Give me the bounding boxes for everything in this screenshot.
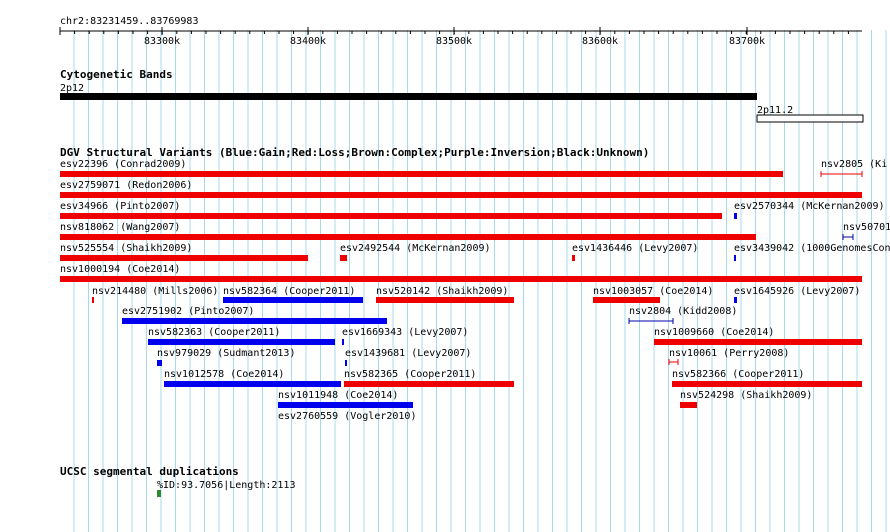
dgv-label-esv3439042: esv3439042 (1000GenomesCon [734, 243, 890, 254]
ruler-tick-label: 83600k [582, 36, 618, 47]
track-title-segdups: UCSC segmental duplications [60, 465, 239, 478]
dgv-variant-esv1645926[interactable] [734, 297, 737, 303]
dgv-variant-nsv1003057[interactable] [593, 297, 660, 303]
dgv-label-nsv524298: nsv524298 (Shaikh2009) [680, 390, 812, 401]
dgv-label-nsv582364: nsv582364 (Cooper2011) [223, 286, 355, 297]
dgv-label-nsv582366: nsv582366 (Cooper2011) [672, 369, 804, 380]
dgv-label-nsv525554: nsv525554 (Shaikh2009) [60, 243, 192, 254]
track-title-cytoband: Cytogenetic Bands [60, 68, 173, 81]
dgv-variant-nsv525554[interactable] [60, 255, 308, 261]
dgv-label-nsv1000194: nsv1000194 (Coe2014) [60, 264, 180, 275]
dgv-variant-nsv582365[interactable] [344, 381, 514, 387]
dgv-label-nsv2804: nsv2804 (Kidd2008) [629, 306, 737, 317]
dgv-label-esv2492544: esv2492544 (McKernan2009) [340, 243, 491, 254]
dgv-variant-nsv818062[interactable] [60, 234, 756, 240]
dgv-label-esv1669343: esv1669343 (Levy2007) [342, 327, 468, 338]
dgv-label-nsv818062: nsv818062 (Wang2007) [60, 222, 180, 233]
dgv-label-esv1439681: esv1439681 (Levy2007) [345, 348, 471, 359]
dgv-label-esv1436446: esv1436446 (Levy2007) [572, 243, 698, 254]
dgv-variant-esv1439681[interactable] [345, 360, 347, 366]
dgv-variant-esv2759071[interactable] [60, 192, 862, 198]
dgv-variant-nsv520142[interactable] [376, 297, 514, 303]
dgv-variant-nsv214480[interactable] [92, 297, 94, 303]
dgv-label-nsv1011948: nsv1011948 (Coe2014) [278, 390, 398, 401]
dgv-variant-esv2751902[interactable] [122, 318, 387, 324]
dgv-label-esv2751902: esv2751902 (Pinto2007) [122, 306, 254, 317]
dgv-variant-nsv1012578[interactable] [164, 381, 341, 387]
ruler-region-label: chr2:83231459..83769983 [60, 16, 198, 27]
ruler-tick-label: 83500k [436, 36, 472, 47]
cytoband-2p11-2[interactable] [756, 114, 864, 123]
dgv-label-esv2760559: esv2760559 (Vogler2010) [278, 411, 416, 422]
dgv-variant-nsv582363[interactable] [148, 339, 335, 345]
dgv-variant-esv2492544[interactable] [340, 255, 347, 261]
dgv-label-nsv1012578: nsv1012578 (Coe2014) [164, 369, 284, 380]
segdup-feature[interactable] [157, 490, 161, 497]
dgv-variant-esv22396[interactable] [60, 171, 783, 177]
dgv-variant-esv3439042[interactable] [734, 255, 736, 261]
dgv-label-esv2759071: esv2759071 (Redon2006) [60, 180, 192, 191]
dgv-label-nsv1003057: nsv1003057 (Coe2014) [593, 286, 713, 297]
cytoband-label: 2p12 [60, 83, 84, 94]
cytoband-label: 2p11.2 [757, 105, 793, 116]
dgv-label-nsv214480: nsv214480 (Mills2006) [92, 286, 218, 297]
dgv-variant-nsv582364[interactable] [223, 297, 363, 303]
dgv-variant-esv2570344[interactable] [734, 213, 737, 219]
track-title-dgv: DGV Structural Variants (Blue:Gain;Red:L… [60, 146, 649, 159]
ruler-tick-label: 83300k [144, 36, 180, 47]
dgv-variant-nsv979029[interactable] [157, 360, 162, 366]
dgv-label-nsv582363: nsv582363 (Cooper2011) [148, 327, 280, 338]
dgv-label-esv2570344: esv2570344 (McKernan2009) [734, 201, 885, 212]
segdup-label: %ID:93.7056|Length:2113 [157, 480, 295, 491]
dgv-label-esv34966: esv34966 (Pinto2007) [60, 201, 180, 212]
dgv-variant-nsv524298[interactable] [680, 402, 697, 408]
dgv-label-nsv979029: nsv979029 (Sudmant2013) [157, 348, 295, 359]
dgv-variant-esv34966[interactable] [60, 213, 722, 219]
dgv-variant-nsv1011948[interactable] [278, 402, 413, 408]
dgv-variant-esv1669343[interactable] [342, 339, 344, 345]
dgv-variant-esv1436446[interactable] [572, 255, 575, 261]
dgv-label-nsv520142: nsv520142 (Shaikh2009) [376, 286, 508, 297]
dgv-label-nsv1009660: nsv1009660 (Coe2014) [654, 327, 774, 338]
dgv-label-nsv10061: nsv10061 (Perry2008) [669, 348, 789, 359]
dgv-label-nsv2805: nsv2805 (Ki [821, 159, 887, 170]
ruler-tick-label: 83400k [290, 36, 326, 47]
dgv-label-nsv50701: nsv50701 [843, 222, 890, 233]
dgv-variant-nsv1009660[interactable] [654, 339, 862, 345]
dgv-label-esv22396: esv22396 (Conrad2009) [60, 159, 186, 170]
dgv-variant-nsv582366[interactable] [672, 381, 862, 387]
dgv-label-esv1645926: esv1645926 (Levy2007) [734, 286, 860, 297]
ruler-tick-label: 83700k [729, 36, 765, 47]
cytoband-2p12[interactable] [60, 93, 757, 100]
dgv-variant-nsv1000194[interactable] [60, 276, 862, 282]
dgv-label-nsv582365: nsv582365 (Cooper2011) [344, 369, 476, 380]
